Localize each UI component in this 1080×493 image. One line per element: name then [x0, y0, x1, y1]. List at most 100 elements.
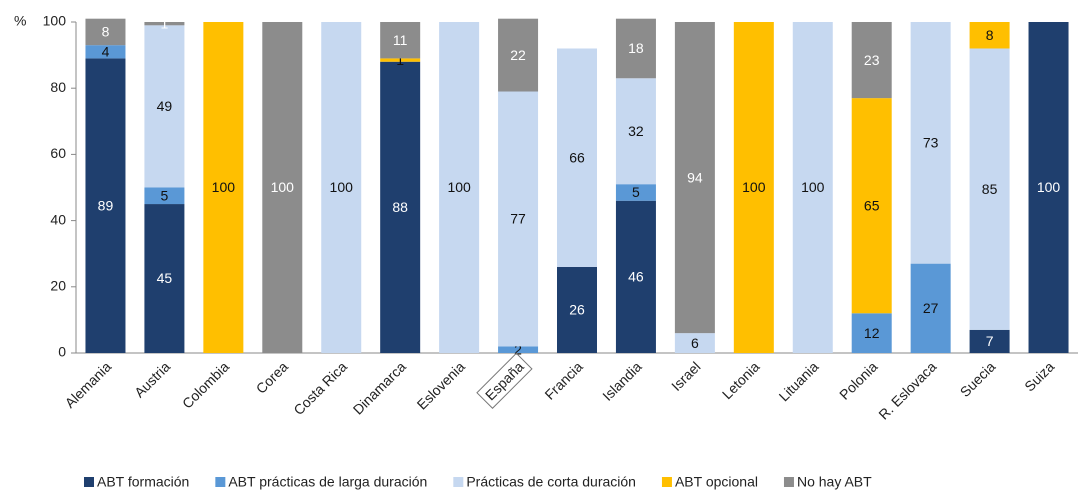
data-label: 27: [923, 300, 939, 316]
x-tick-label: Austria: [131, 358, 173, 400]
data-label: 1: [396, 52, 404, 68]
x-tick-label: Islandia: [599, 358, 645, 404]
y-unit-label: %: [14, 13, 26, 29]
highlight-box: [476, 352, 533, 409]
bar-segment: [674, 333, 715, 353]
data-label: 32: [628, 123, 644, 139]
data-label: 4: [102, 43, 110, 59]
data-label: 5: [632, 184, 640, 200]
data-label: 2: [514, 341, 522, 357]
bar-segment: [144, 22, 185, 26]
bar-segment: [615, 184, 656, 201]
data-label: 77: [510, 211, 526, 227]
x-tick-label: Corea: [253, 358, 291, 396]
bar-segment: [910, 22, 951, 264]
data-label: 94: [687, 169, 703, 185]
bar-segment: [851, 98, 892, 314]
bar-segment: [615, 18, 656, 79]
x-tick-label: Colombia: [179, 358, 232, 411]
data-label: 5: [161, 187, 169, 203]
data-label: 100: [1037, 179, 1061, 195]
data-label: 85: [982, 181, 998, 197]
data-label: 100: [330, 179, 354, 195]
legend-swatch: [783, 477, 794, 487]
bar-segment: [851, 22, 892, 99]
data-label: 22: [510, 47, 526, 63]
legend-swatch: [84, 477, 94, 487]
data-label: 6: [691, 335, 699, 351]
x-tick-label: Costa Rica: [290, 358, 350, 418]
bar-segment: [792, 22, 833, 353]
x-tick-label: Eslovenia: [414, 358, 468, 412]
bar-segment: [1028, 22, 1069, 353]
data-label: 88: [392, 199, 408, 215]
bar-segment: [674, 22, 715, 334]
x-tick-label: Israel: [668, 358, 704, 394]
x-tick-label: Alemania: [62, 358, 115, 411]
legend-swatch: [215, 477, 226, 487]
bar-segment: [733, 22, 774, 353]
data-label: 45: [157, 270, 173, 286]
x-tick-label: Lituania: [776, 358, 822, 404]
legend-label: ABT prácticas de larga duración: [228, 474, 427, 490]
data-label: 23: [864, 52, 880, 68]
data-label: 100: [742, 179, 766, 195]
bar-segment: [321, 22, 362, 353]
y-tick-label: 80: [50, 79, 66, 95]
data-label: 73: [923, 135, 939, 151]
bar-segment: [85, 58, 126, 353]
bar-segment: [85, 18, 126, 46]
x-tick-label: Polonia: [836, 358, 880, 402]
data-label: 18: [628, 40, 644, 56]
y-tick-label: 60: [50, 145, 66, 161]
x-tick-label: Suiza: [1021, 358, 1057, 394]
bar-segment: [615, 78, 656, 185]
x-tick-label: Francia: [541, 358, 585, 402]
bar-segment: [203, 22, 244, 353]
data-label: 1: [161, 15, 169, 31]
bar-segment: [498, 346, 539, 353]
bar-segment: [910, 263, 951, 353]
data-label: 8: [986, 27, 994, 43]
bar-segment: [969, 329, 1010, 353]
data-label: 46: [628, 269, 644, 285]
bar-segment: [144, 204, 185, 353]
data-label: 66: [569, 149, 585, 165]
data-label: 12: [864, 325, 880, 341]
bar-segment: [380, 61, 421, 353]
data-label: 89: [98, 197, 114, 213]
legend-label: Prácticas de corta duración: [466, 474, 636, 490]
bar-segment: [851, 313, 892, 353]
data-label: 11: [393, 32, 408, 48]
y-tick-label: 40: [50, 211, 66, 227]
data-label: 26: [569, 302, 585, 318]
bar-segment: [380, 22, 421, 59]
legend-swatch: [661, 477, 672, 487]
bar-segment: [144, 187, 185, 205]
bar-segment: [262, 22, 303, 353]
bar-segment: [439, 22, 480, 353]
x-tick-label: Suecia: [957, 358, 999, 400]
bar-segment: [498, 18, 539, 92]
bar-segment: [144, 25, 185, 188]
bar-segment: [380, 58, 421, 62]
bar-segment: [85, 45, 126, 59]
x-tick-label: Letonia: [719, 358, 763, 402]
data-label: 100: [271, 179, 295, 195]
x-tick-label: Dinamarca: [350, 358, 409, 417]
bar-segment: [615, 200, 656, 353]
y-tick-label: 20: [50, 278, 66, 294]
legend-label: No hay ABT: [797, 474, 872, 490]
bar-segment: [498, 91, 539, 347]
legend-label: ABT formación: [97, 474, 189, 490]
legend-swatch: [453, 477, 464, 487]
data-label: 7: [986, 333, 994, 349]
data-label: 100: [801, 179, 825, 195]
bar-segment: [969, 22, 1010, 49]
data-label: 100: [212, 179, 236, 195]
x-tick-label: R. Eslovaca: [875, 358, 939, 422]
bar-segment: [969, 48, 1010, 330]
y-tick-label: 0: [58, 344, 66, 360]
y-tick-label: 100: [43, 13, 67, 29]
